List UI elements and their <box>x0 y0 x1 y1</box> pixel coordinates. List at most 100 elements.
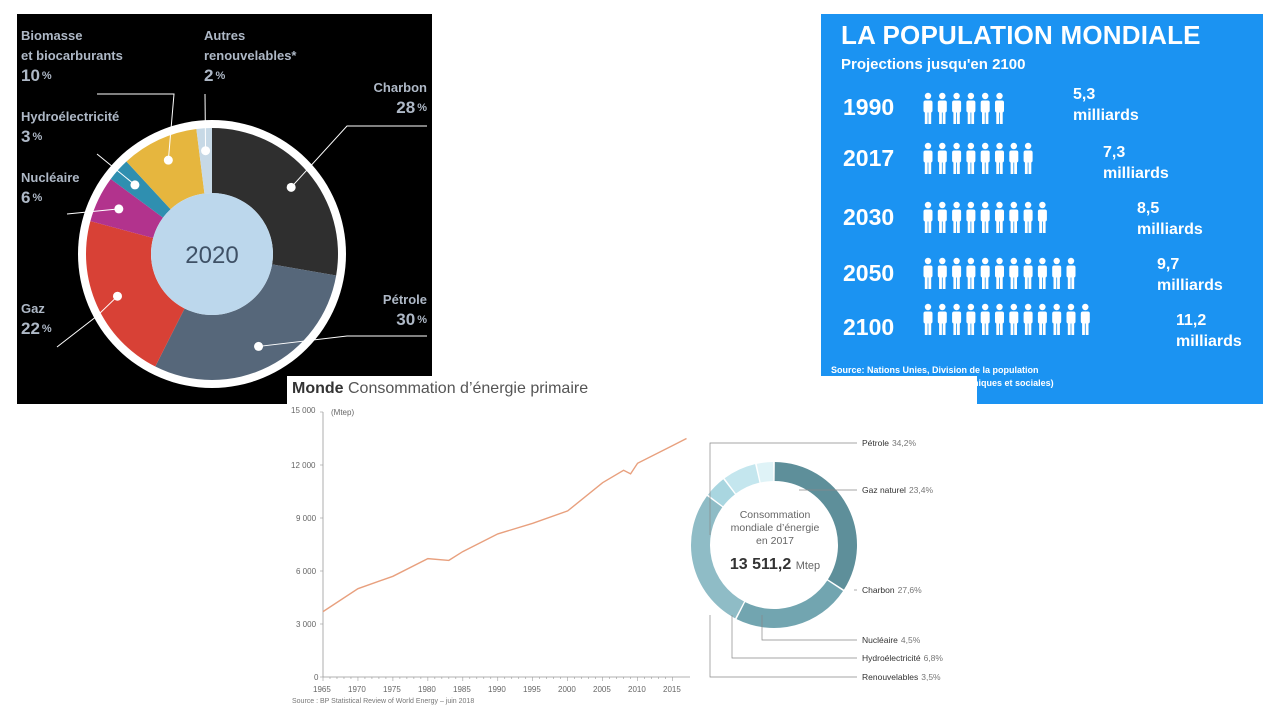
label-autres-renouvelables: Autres renouvelables* 2% <box>204 28 297 85</box>
leader-dot <box>112 291 122 301</box>
leader-line <box>204 93 207 151</box>
legend-leader <box>731 615 857 659</box>
x-tick: 1995 <box>523 685 541 694</box>
people-icons-2030 <box>923 201 1047 233</box>
consumption-chart <box>320 411 857 681</box>
label-hydroelectricite: Hydroélectricité 3% <box>21 109 120 146</box>
pop-year-2030: 2030 <box>843 204 895 230</box>
person-icon <box>980 257 990 289</box>
person-icon <box>966 142 976 174</box>
energy-mix-donut-panel: 2020 Biomasse et biocarburants 10% Autre… <box>17 14 432 404</box>
people-icons-2017 <box>923 142 1033 174</box>
y-tick: 0 <box>314 673 319 682</box>
person-icon <box>966 257 976 289</box>
world-energy-consumption-panel: Monde Consommation d’énergie primaire (M… <box>287 376 977 714</box>
legend-gaz-naturel: Gaz naturel 23,4% <box>862 485 934 495</box>
consumption-line <box>322 437 687 613</box>
leader-line <box>96 153 136 186</box>
person-icon <box>1023 142 1033 174</box>
x-tick: 2000 <box>558 685 576 694</box>
pop-value-2017: 7,3 milliards <box>1103 144 1169 182</box>
person-icon <box>952 142 962 174</box>
x-tick: 2015 <box>663 685 681 694</box>
person-icon <box>952 92 962 124</box>
x-tick: 1970 <box>348 685 366 694</box>
leader-dot <box>286 182 296 192</box>
pop-value-1990: 5,3 milliards <box>1073 86 1139 124</box>
donut-center <box>151 193 273 315</box>
leader-dot <box>130 180 140 190</box>
donut-slice <box>774 462 857 590</box>
x-tick: 1965 <box>313 685 331 694</box>
person-icon <box>923 92 933 124</box>
pop-value-2100: 11,2 milliards <box>1176 312 1242 350</box>
label-gaz: Gaz 22% <box>21 301 52 338</box>
person-icon <box>966 201 976 233</box>
pop-year-2017: 2017 <box>843 145 895 171</box>
person-icon <box>966 92 976 124</box>
person-icon <box>1009 201 1019 233</box>
pop-value-2050: 9,7 milliards <box>1157 256 1223 294</box>
legend-hydroelectricite: Hydroélectricité 6,8% <box>862 653 943 663</box>
person-icon <box>1009 142 1019 174</box>
legend-charbon: Charbon 27,6% <box>862 585 922 595</box>
person-icon <box>1023 303 1033 335</box>
donut-slice <box>212 128 338 276</box>
person-icon <box>1009 303 1019 335</box>
donut-slice <box>724 464 760 494</box>
y-tick: 3 000 <box>296 620 317 629</box>
legend-petrole: Pétrole 34,2% <box>862 438 917 448</box>
person-icon <box>995 201 1004 233</box>
donut-slice <box>736 580 844 628</box>
donut-slice <box>155 264 337 381</box>
donut-slice <box>196 128 212 194</box>
person-icon <box>1052 257 1062 289</box>
leader-dot <box>254 341 264 351</box>
person-icon <box>1037 303 1047 335</box>
person-icon <box>937 201 947 233</box>
person-icon <box>937 92 947 124</box>
leader-line <box>66 208 119 215</box>
leader-line <box>56 295 118 348</box>
world-population-panel: LA POPULATION MONDIALE Projections jusqu… <box>821 14 1263 404</box>
donut-slice <box>756 462 774 483</box>
consumption-source: Source : BP Statistical Review of World … <box>292 698 475 705</box>
x-tick: 1985 <box>453 685 471 694</box>
person-icon <box>923 257 933 289</box>
person-icon <box>980 201 990 233</box>
legend-leader <box>709 615 857 678</box>
legend-leader <box>761 615 857 641</box>
person-icon <box>966 303 976 335</box>
y-unit-label: (Mtep) <box>331 408 355 417</box>
label-nucleaire: Nucléaire 6% <box>21 170 80 207</box>
person-icon <box>952 201 962 233</box>
pop-value-2030: 8,5 milliards <box>1137 200 1203 238</box>
person-icon <box>952 257 962 289</box>
leader-line <box>97 93 175 161</box>
donut-slice <box>90 178 163 239</box>
label-biomasse: Biomasse et biocarburants 10% <box>21 28 123 85</box>
x-tick: 1980 <box>418 685 436 694</box>
donut-slice <box>110 161 171 218</box>
donut-slice <box>126 128 205 210</box>
pop-year-2100: 2100 <box>843 314 895 340</box>
person-icon <box>1037 257 1047 289</box>
person-icon <box>923 201 933 233</box>
people-icons-2050 <box>923 257 1076 289</box>
person-icon <box>937 303 947 335</box>
donut-year-label: 2020 <box>185 242 238 269</box>
person-icon <box>937 257 947 289</box>
leader-line <box>258 335 427 347</box>
person-icon <box>980 303 990 335</box>
person-icon <box>923 142 933 174</box>
y-tick: 12 000 <box>291 461 316 470</box>
leader-dot <box>201 146 211 156</box>
population-subtitle: Projections jusqu'en 2100 <box>841 56 1026 73</box>
person-icon <box>1023 257 1033 289</box>
population-title: LA POPULATION MONDIALE <box>841 20 1201 50</box>
legend-renouvelables: Renouvelables 3,5% <box>862 672 941 682</box>
x-tick: 1990 <box>488 685 506 694</box>
person-icon <box>923 303 933 335</box>
person-icon <box>1052 303 1062 335</box>
pop-year-2050: 2050 <box>843 260 895 286</box>
